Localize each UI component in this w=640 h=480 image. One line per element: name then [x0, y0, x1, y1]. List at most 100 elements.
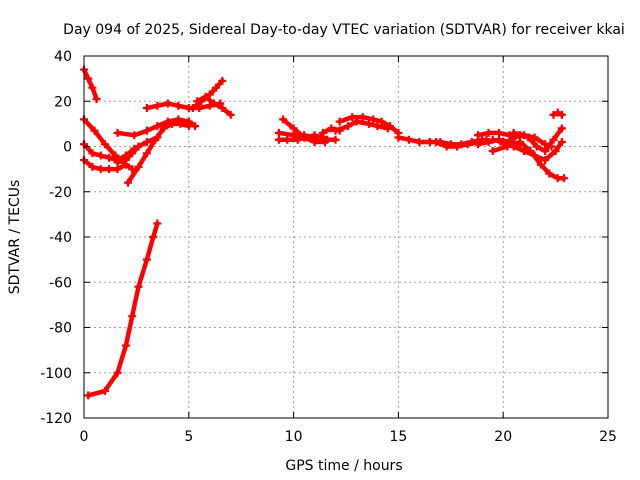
data-point: [168, 119, 177, 128]
y-tick-label: -20: [49, 185, 72, 201]
series-arc-7: [124, 119, 193, 187]
series-arc-9: [142, 99, 225, 113]
x-tick-label: 5: [184, 429, 193, 445]
data-point: [124, 178, 133, 187]
data-point: [84, 74, 93, 83]
data-point: [484, 137, 493, 146]
data-point: [369, 115, 378, 124]
data-point: [88, 83, 97, 92]
data-point: [541, 147, 550, 156]
x-tick-label: 15: [389, 429, 407, 445]
grid-layer: [84, 56, 608, 418]
data-point: [142, 255, 151, 264]
data-point: [142, 126, 151, 135]
data-point: [503, 142, 512, 151]
data-point: [274, 128, 283, 137]
data-point: [318, 128, 327, 137]
y-tick-label: -100: [40, 366, 72, 382]
data-point: [331, 135, 340, 144]
data-point: [283, 135, 292, 144]
data-point: [90, 126, 99, 135]
data-point: [128, 149, 137, 158]
data-point: [193, 97, 202, 106]
data-point: [134, 282, 143, 291]
data-point: [526, 147, 535, 156]
data-point: [88, 149, 97, 158]
data-point: [226, 110, 235, 119]
series-arc-10: [188, 76, 227, 113]
y-tick-label: -120: [40, 411, 72, 427]
data-point: [557, 110, 566, 119]
data-point: [453, 142, 462, 151]
data-point: [88, 162, 97, 171]
data-point: [507, 135, 516, 144]
data-point: [415, 137, 424, 146]
data-point: [174, 101, 183, 110]
data-point: [520, 131, 529, 140]
data-point: [96, 151, 105, 160]
y-tick-label: -60: [49, 275, 72, 291]
data-point: [541, 156, 550, 165]
data-point: [442, 142, 451, 151]
data-point: [212, 83, 221, 92]
series-arc-1: [80, 65, 101, 103]
data-point: [142, 137, 151, 146]
data-point: [365, 119, 374, 128]
series-arc-3: [80, 140, 139, 165]
series-arc-17: [331, 117, 392, 135]
data-point: [188, 104, 197, 113]
data-point: [128, 312, 137, 321]
data-point: [84, 391, 93, 400]
data-point: [557, 124, 566, 133]
series-arc-24: [488, 137, 568, 183]
data-point: [289, 131, 298, 140]
series-arc-26: [549, 108, 566, 119]
data-point: [541, 140, 550, 149]
data-point: [383, 124, 392, 133]
data-point: [113, 158, 122, 167]
data-point: [105, 165, 114, 174]
data-point: [553, 108, 562, 117]
chart-title: Day 094 of 2025, Sidereal Day-to-day VTE…: [63, 22, 625, 38]
data-point: [113, 128, 122, 137]
data-point: [310, 137, 319, 146]
data-point: [130, 131, 139, 140]
x-tick-label: 0: [80, 429, 89, 445]
data-point: [153, 133, 162, 142]
data-point: [184, 122, 193, 131]
data-point: [474, 140, 483, 149]
data-point: [105, 153, 114, 162]
data-point: [474, 131, 483, 140]
series-line: [85, 221, 160, 398]
data-point: [113, 165, 122, 174]
data-point: [532, 142, 541, 151]
data-point: [113, 368, 122, 377]
data-point: [551, 147, 560, 156]
data-point: [373, 122, 382, 131]
tick-layer: 0 5 10 15 20 25 40 20 0 -20 -40 -60 -80 -100 -120: [40, 49, 617, 445]
series-arc-5: [84, 219, 162, 400]
data-point: [432, 137, 441, 146]
data-point: [545, 169, 554, 178]
data-point: [557, 137, 566, 146]
data-point: [92, 94, 101, 103]
series-layer: [80, 65, 568, 400]
data-point: [218, 76, 227, 85]
data-point: [488, 135, 497, 144]
series-arc-8: [113, 133, 162, 167]
data-point: [549, 135, 558, 144]
data-point: [100, 140, 109, 149]
y-tick-label: 40: [54, 49, 72, 65]
x-tick-label: 25: [599, 429, 617, 445]
data-point: [549, 110, 558, 119]
data-point: [404, 135, 413, 144]
data-point: [348, 113, 357, 122]
data-point: [509, 128, 518, 137]
data-point: [488, 147, 497, 156]
series-line: [81, 67, 99, 102]
y-tick-label: 0: [63, 140, 72, 156]
data-point: [463, 140, 472, 149]
data-point: [142, 104, 151, 113]
